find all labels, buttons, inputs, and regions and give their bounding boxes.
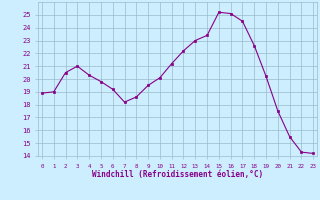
X-axis label: Windchill (Refroidissement éolien,°C): Windchill (Refroidissement éolien,°C) <box>92 170 263 179</box>
